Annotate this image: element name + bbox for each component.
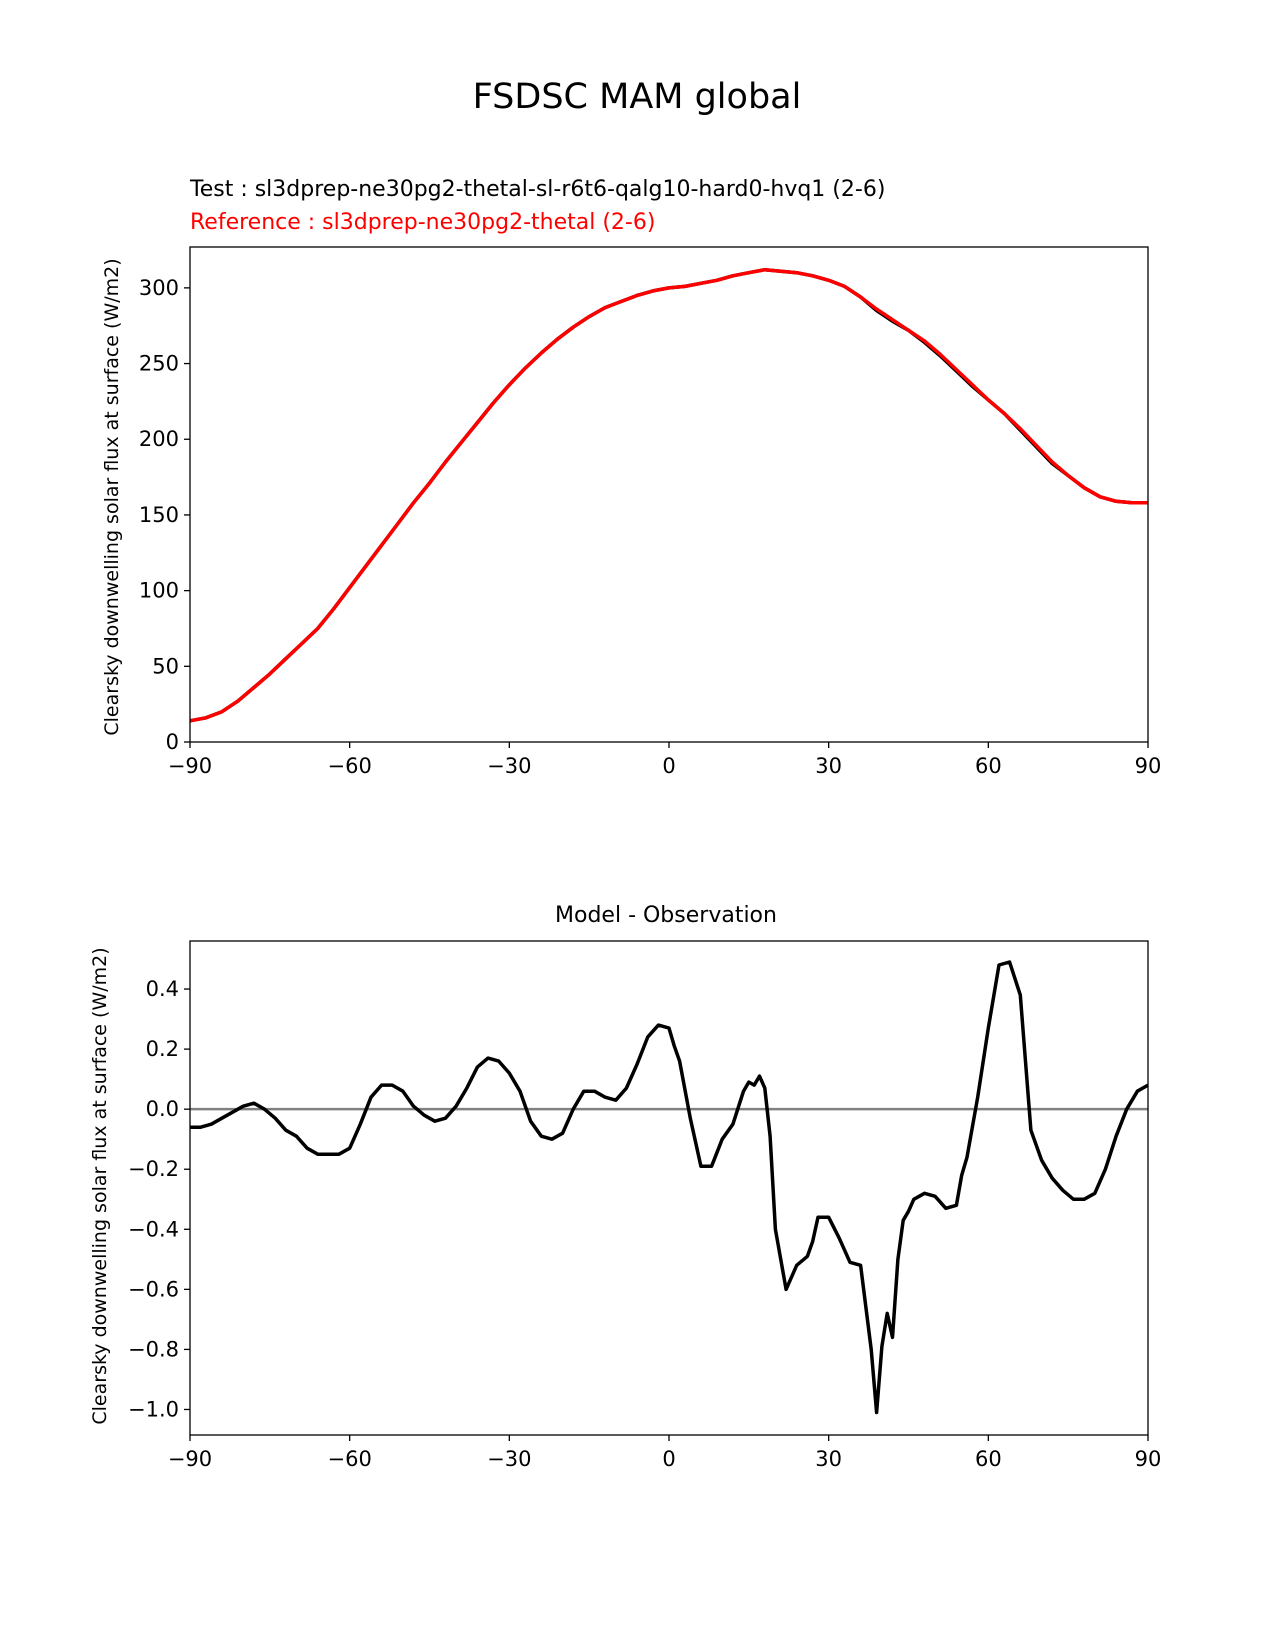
x-tick-label: 0 [662, 754, 675, 778]
series-line-test [189, 267, 1148, 723]
y-tick-label: 0.4 [146, 977, 179, 1001]
y-tick-label: 0.2 [146, 1037, 179, 1061]
bottom-y-axis-label: Clearsky downwelling solar flux at surfa… [89, 947, 111, 1424]
series-line-reference [189, 267, 1148, 723]
x-tick-label: −60 [328, 1447, 372, 1471]
x-tick-label: 60 [975, 754, 1002, 778]
y-tick-label: 0.0 [146, 1097, 179, 1121]
x-tick-label: 0 [662, 1447, 675, 1471]
test-title: Test : sl3dprep-ne30pg2-thetal-sl-r6t6-q… [189, 177, 885, 202]
x-tick-label: −30 [487, 754, 531, 778]
top-y-axis-label: Clearsky downwelling solar flux at surfa… [101, 258, 123, 735]
series-line-model-observation [190, 960, 1149, 1415]
y-tick-label: −0.8 [128, 1337, 179, 1361]
x-tick-label: −90 [168, 754, 212, 778]
x-tick-label: 30 [815, 754, 842, 778]
y-tick-label: −0.4 [128, 1217, 179, 1241]
figure-suptitle: FSDSC MAM global [473, 77, 802, 117]
y-tick-label: 250 [139, 352, 179, 376]
y-tick-label: 200 [139, 427, 179, 451]
top-line-chart: Test : sl3dprep-ne30pg2-thetal-sl-r6t6-q… [101, 177, 1161, 778]
x-tick-label: −30 [487, 1447, 531, 1471]
y-tick-label: 150 [139, 503, 179, 527]
reference-title: Reference : sl3dprep-ne30pg2-thetal (2-6… [190, 210, 655, 235]
x-tick-label: 90 [1135, 754, 1162, 778]
y-tick-label: 50 [152, 654, 179, 678]
bottom-line-chart: Model - Observation Clearsky downwelling… [89, 903, 1161, 1471]
x-tick-label: 30 [815, 1447, 842, 1471]
plot-frame [189, 940, 1149, 1436]
y-tick-label: −0.6 [128, 1277, 179, 1301]
y-tick-label: −1.0 [128, 1397, 179, 1421]
y-tick-label: 0 [166, 730, 179, 754]
bottom-title: Model - Observation [555, 903, 777, 928]
x-tick-label: −60 [328, 754, 372, 778]
y-tick-label: −0.2 [128, 1157, 179, 1181]
x-tick-label: −90 [168, 1447, 212, 1471]
plot-frame [189, 246, 1149, 743]
y-tick-label: 300 [139, 276, 179, 300]
x-tick-label: 90 [1135, 1447, 1162, 1471]
y-tick-label: 100 [139, 579, 179, 603]
x-tick-label: 60 [975, 1447, 1002, 1471]
